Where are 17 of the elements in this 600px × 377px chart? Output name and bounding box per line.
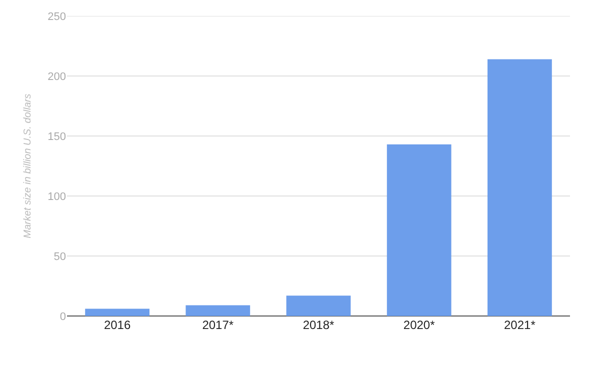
x-tick-label: 2018*	[302, 318, 335, 332]
x-tick-label: 2016	[104, 318, 131, 332]
y-tick-label: 150	[48, 130, 66, 143]
y-tick-label: 100	[48, 190, 66, 203]
x-tick-label: 2021*	[504, 318, 536, 332]
x-tick-label: 2020*	[403, 318, 436, 332]
y-axis-title: Market size in billion U.S. dollars	[22, 94, 34, 238]
y-tick-label: 200	[48, 70, 66, 83]
bar	[488, 59, 552, 316]
bar	[286, 296, 351, 316]
bar	[85, 308, 150, 316]
y-tick-label: 0	[60, 310, 66, 323]
bar	[386, 144, 452, 316]
y-tick-label: 50	[54, 250, 66, 263]
bar	[186, 305, 250, 316]
y-tick-label: 250	[48, 10, 66, 23]
x-tick-label: 2017*	[202, 318, 234, 332]
